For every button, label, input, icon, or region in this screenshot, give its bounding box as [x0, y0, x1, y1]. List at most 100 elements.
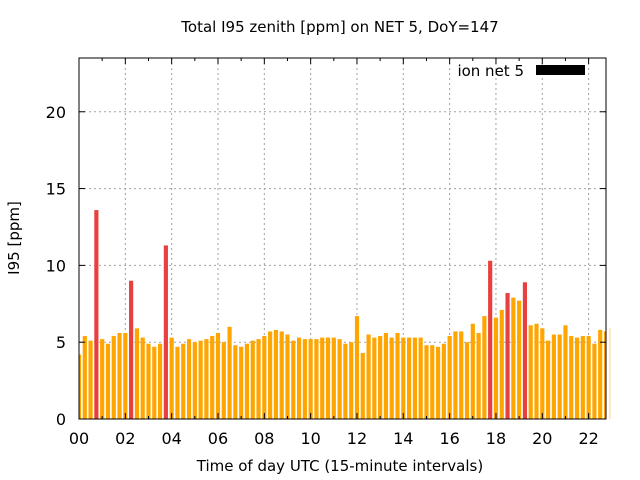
bar — [117, 332, 122, 419]
x-tick-label: 08 — [254, 429, 274, 448]
bar — [210, 336, 215, 419]
bar — [94, 210, 99, 419]
bar — [204, 339, 209, 419]
bar — [291, 340, 296, 419]
bar — [488, 260, 493, 419]
bar — [569, 336, 574, 419]
x-tick-label: 14 — [393, 429, 413, 448]
bar — [407, 337, 412, 419]
bar — [175, 346, 180, 419]
bar — [464, 342, 470, 419]
bar — [163, 245, 168, 419]
bar — [517, 300, 522, 419]
bar — [476, 332, 481, 419]
bar — [221, 342, 226, 419]
x-tick-label: 16 — [439, 429, 459, 448]
x-tick-label: 22 — [578, 429, 598, 448]
bar — [285, 334, 290, 419]
bar — [262, 336, 267, 419]
x-tick-label: 12 — [347, 429, 367, 448]
bar — [227, 326, 232, 419]
y-tick-label: 20 — [46, 103, 66, 122]
bar — [499, 309, 504, 419]
bar — [366, 334, 371, 419]
bar — [239, 346, 244, 419]
bar — [435, 346, 441, 419]
y-tick-label: 15 — [46, 180, 66, 199]
bar — [528, 325, 533, 419]
bar — [296, 337, 302, 419]
chart-title: Total I95 zenith [ppm] on NET 5, DoY=147 — [180, 18, 498, 36]
bar — [372, 337, 377, 419]
bar — [343, 343, 348, 419]
bar — [233, 345, 238, 419]
bar — [511, 297, 516, 419]
bar — [540, 328, 545, 419]
ticks — [78, 58, 606, 420]
y-tick-label: 5 — [56, 333, 66, 352]
bar — [152, 346, 157, 419]
bar — [592, 343, 597, 419]
bar — [534, 323, 539, 419]
bar — [325, 337, 331, 419]
bar — [349, 342, 354, 419]
bar — [279, 331, 284, 419]
legend-swatch — [536, 65, 585, 75]
bar — [140, 337, 145, 419]
bar — [129, 280, 134, 419]
bar — [273, 329, 278, 419]
bar — [198, 340, 203, 419]
x-tick-label: 00 — [69, 429, 89, 448]
y-axis-label: I95 [ppm] — [5, 201, 23, 275]
bar — [493, 317, 499, 419]
bars — [79, 210, 611, 419]
bar — [82, 336, 87, 419]
bar — [563, 325, 568, 419]
bar — [337, 339, 342, 419]
bar — [157, 343, 163, 419]
bar — [546, 340, 551, 419]
bar — [123, 332, 128, 419]
bar — [354, 316, 360, 419]
bar — [418, 337, 423, 419]
y-tick-labels: 0 5 10 15 20 — [46, 103, 66, 429]
bar — [88, 340, 93, 419]
bar — [186, 339, 192, 419]
bar — [459, 331, 464, 419]
bar — [482, 316, 487, 419]
y-tick-label: 0 — [56, 410, 66, 429]
bar — [586, 336, 591, 419]
bar — [395, 332, 400, 419]
bar — [100, 339, 105, 419]
bar — [430, 345, 435, 419]
plot-frame — [78, 57, 607, 420]
bar — [574, 337, 580, 419]
bar — [146, 343, 151, 419]
bar — [308, 339, 313, 419]
bar — [603, 331, 606, 419]
bar — [447, 336, 452, 419]
x-tick-label: 20 — [532, 429, 552, 448]
bar — [598, 329, 603, 419]
bar — [105, 343, 111, 419]
bar — [557, 334, 562, 419]
bar — [609, 328, 611, 419]
bar — [268, 331, 273, 419]
x-axis-label: Time of day UTC (15-minute intervals) — [196, 457, 483, 475]
bar — [389, 337, 394, 419]
bar — [79, 354, 82, 419]
bar — [505, 293, 510, 419]
bar — [331, 337, 336, 419]
bar — [424, 345, 429, 419]
bar — [580, 336, 585, 419]
bar — [250, 340, 255, 419]
x-tick-label: 10 — [300, 429, 320, 448]
bar — [192, 342, 197, 419]
x-tick-labels: 00 02 04 06 08 10 12 14 16 18 20 22 — [69, 429, 599, 448]
bar — [441, 343, 446, 419]
bar — [320, 337, 325, 419]
bar — [383, 332, 389, 419]
bar — [134, 328, 139, 419]
bar — [215, 332, 221, 419]
bar — [169, 337, 174, 419]
